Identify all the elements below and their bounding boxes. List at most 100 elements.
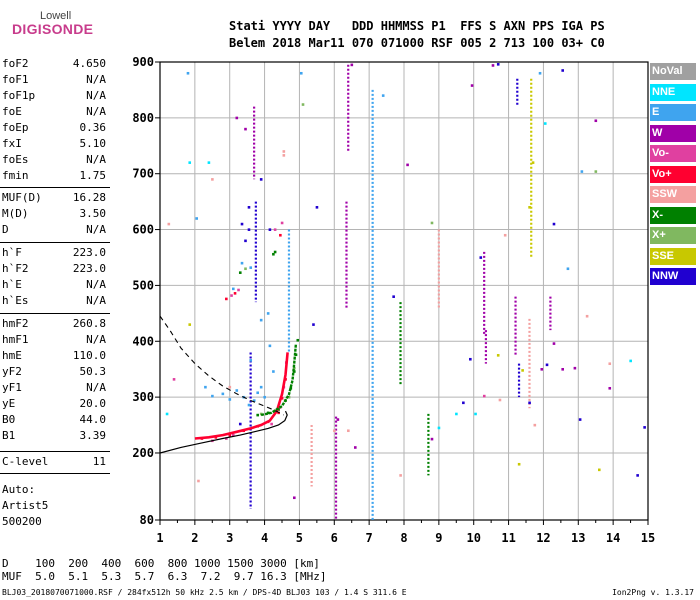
echo-point-xminus bbox=[272, 252, 275, 256]
param-row: M(D) 3.50 bbox=[2, 207, 106, 223]
echo-point-e bbox=[186, 71, 190, 75]
param-row: B0 44.0 bbox=[2, 413, 106, 429]
echo-point-nne bbox=[437, 426, 441, 430]
echo-point-w bbox=[235, 116, 239, 120]
param-row: h`E N/A bbox=[2, 278, 106, 294]
legend-item-e: E bbox=[650, 104, 696, 121]
echo-point-e bbox=[195, 217, 198, 220]
echo-point-ssw bbox=[498, 398, 502, 402]
echo-point-e bbox=[299, 71, 303, 75]
echo-point-e bbox=[211, 394, 214, 398]
param-value: 1.75 bbox=[79, 169, 107, 182]
param-row: yF1 N/A bbox=[2, 381, 106, 397]
echo-point-xminus bbox=[238, 271, 242, 274]
param-value: 20.0 bbox=[79, 397, 107, 410]
param-name: foEp bbox=[2, 121, 29, 134]
echo-point-ssw bbox=[282, 150, 286, 153]
param-value: 3.39 bbox=[79, 429, 107, 442]
echo-point-ssw bbox=[503, 233, 507, 237]
echo-point-ssw bbox=[333, 429, 336, 433]
param-value: N/A bbox=[86, 73, 106, 86]
echo-point-sse bbox=[531, 161, 535, 164]
echo-point-nnw bbox=[244, 239, 247, 243]
echo-point-xplus bbox=[594, 170, 598, 173]
param-row: fxI 5.10 bbox=[2, 137, 106, 153]
separator-line bbox=[0, 451, 110, 452]
echo-point-voplus bbox=[233, 292, 237, 295]
y-tick-label: 300 bbox=[132, 390, 154, 404]
logo-lowell: Lowell bbox=[40, 10, 72, 22]
param-row: hmE 110.0 bbox=[2, 349, 106, 365]
legend-item-noval: NoVal bbox=[650, 63, 696, 80]
echo-point-nne bbox=[455, 412, 458, 416]
echo-point-xplus bbox=[244, 267, 247, 271]
header-field-values: Belem 2018 Mar11 070 071000 RSF 005 2 71… bbox=[229, 36, 605, 50]
legend-item-nnw: NNW bbox=[650, 268, 696, 285]
echo-point-nnw bbox=[312, 323, 315, 326]
file-info: BLJ03_2018070071000.RSF / 284fx512h 50 k… bbox=[2, 588, 407, 597]
echo-point-ssw bbox=[347, 429, 350, 433]
echo-point-nnw bbox=[636, 474, 639, 477]
param-value: 260.8 bbox=[72, 317, 106, 330]
echo-point-vominus bbox=[280, 221, 284, 225]
separator-line bbox=[0, 242, 110, 243]
param-name: fmin bbox=[2, 169, 29, 182]
echo-point-ssw bbox=[399, 474, 402, 477]
echo-point-ssw bbox=[608, 362, 612, 366]
param-value: 16.28 bbox=[72, 191, 106, 204]
param-row: h`Es N/A bbox=[2, 294, 106, 310]
param-name: fxI bbox=[2, 137, 22, 150]
x-tick-label: 2 bbox=[191, 531, 198, 545]
echo-point-w bbox=[540, 367, 544, 371]
echo-point-voplus bbox=[279, 233, 282, 237]
param-value: N/A bbox=[86, 223, 106, 236]
echo-point-e bbox=[566, 267, 570, 271]
logo-digisonde: DIGISONDE bbox=[12, 21, 94, 37]
echo-point-nnw bbox=[268, 228, 272, 231]
density-profile bbox=[159, 410, 288, 454]
echo-point-nnw bbox=[561, 69, 564, 72]
legend-item-vominus: Vo- bbox=[650, 145, 696, 162]
param-row: hmF2 260.8 bbox=[2, 317, 106, 333]
echo-point-e bbox=[249, 266, 253, 269]
echo-point-sse bbox=[188, 323, 192, 326]
param-name: yE bbox=[2, 397, 16, 410]
param-name: MUF(D) bbox=[2, 191, 42, 204]
autoscaling-program: Artist5 bbox=[2, 499, 49, 512]
legend-item-voplus: Vo+ bbox=[650, 165, 696, 183]
echo-point-ssw bbox=[228, 385, 232, 389]
param-row: fmin 1.75 bbox=[2, 169, 106, 185]
echo-point-nnw bbox=[462, 401, 465, 405]
echo-point-ssw bbox=[211, 178, 214, 181]
echo-point-xminus bbox=[289, 386, 293, 390]
echo-point-xminus bbox=[296, 338, 300, 342]
y-tick-label: 600 bbox=[132, 223, 154, 237]
echo-point-e bbox=[272, 370, 275, 373]
x-tick-label: 13 bbox=[571, 531, 585, 545]
echo-point-ssw bbox=[585, 314, 589, 318]
param-row: foEp 0.36 bbox=[2, 121, 106, 137]
echo-point-nnw bbox=[496, 63, 500, 66]
echo-point-nnw bbox=[545, 363, 549, 367]
echo-point-ssw bbox=[167, 222, 171, 226]
echo-point-e bbox=[235, 389, 239, 392]
x-tick-label: 10 bbox=[466, 531, 480, 545]
echo-point-w bbox=[336, 418, 340, 421]
echo-point-e bbox=[266, 312, 270, 315]
echo-point-e bbox=[252, 399, 256, 402]
echo-point-nne bbox=[629, 359, 632, 363]
legend-item-nne: NNE bbox=[650, 83, 696, 101]
echo-point-voplus bbox=[228, 433, 232, 437]
echo-point-sse bbox=[496, 354, 500, 357]
echo-point-xplus bbox=[430, 221, 434, 225]
echo-point-vominus bbox=[237, 288, 240, 292]
distance-row: D 100 200 400 600 800 1000 1500 3000 [km… bbox=[2, 557, 320, 570]
echo-point-nnw bbox=[238, 422, 242, 426]
param-row: foE N/A bbox=[2, 105, 106, 121]
echo-point-w bbox=[244, 127, 247, 131]
y-tick-label: 200 bbox=[132, 446, 154, 460]
echo-point-nne bbox=[207, 161, 211, 164]
y-tick-label: 500 bbox=[132, 278, 154, 292]
param-row: C-level 11 bbox=[2, 455, 106, 471]
